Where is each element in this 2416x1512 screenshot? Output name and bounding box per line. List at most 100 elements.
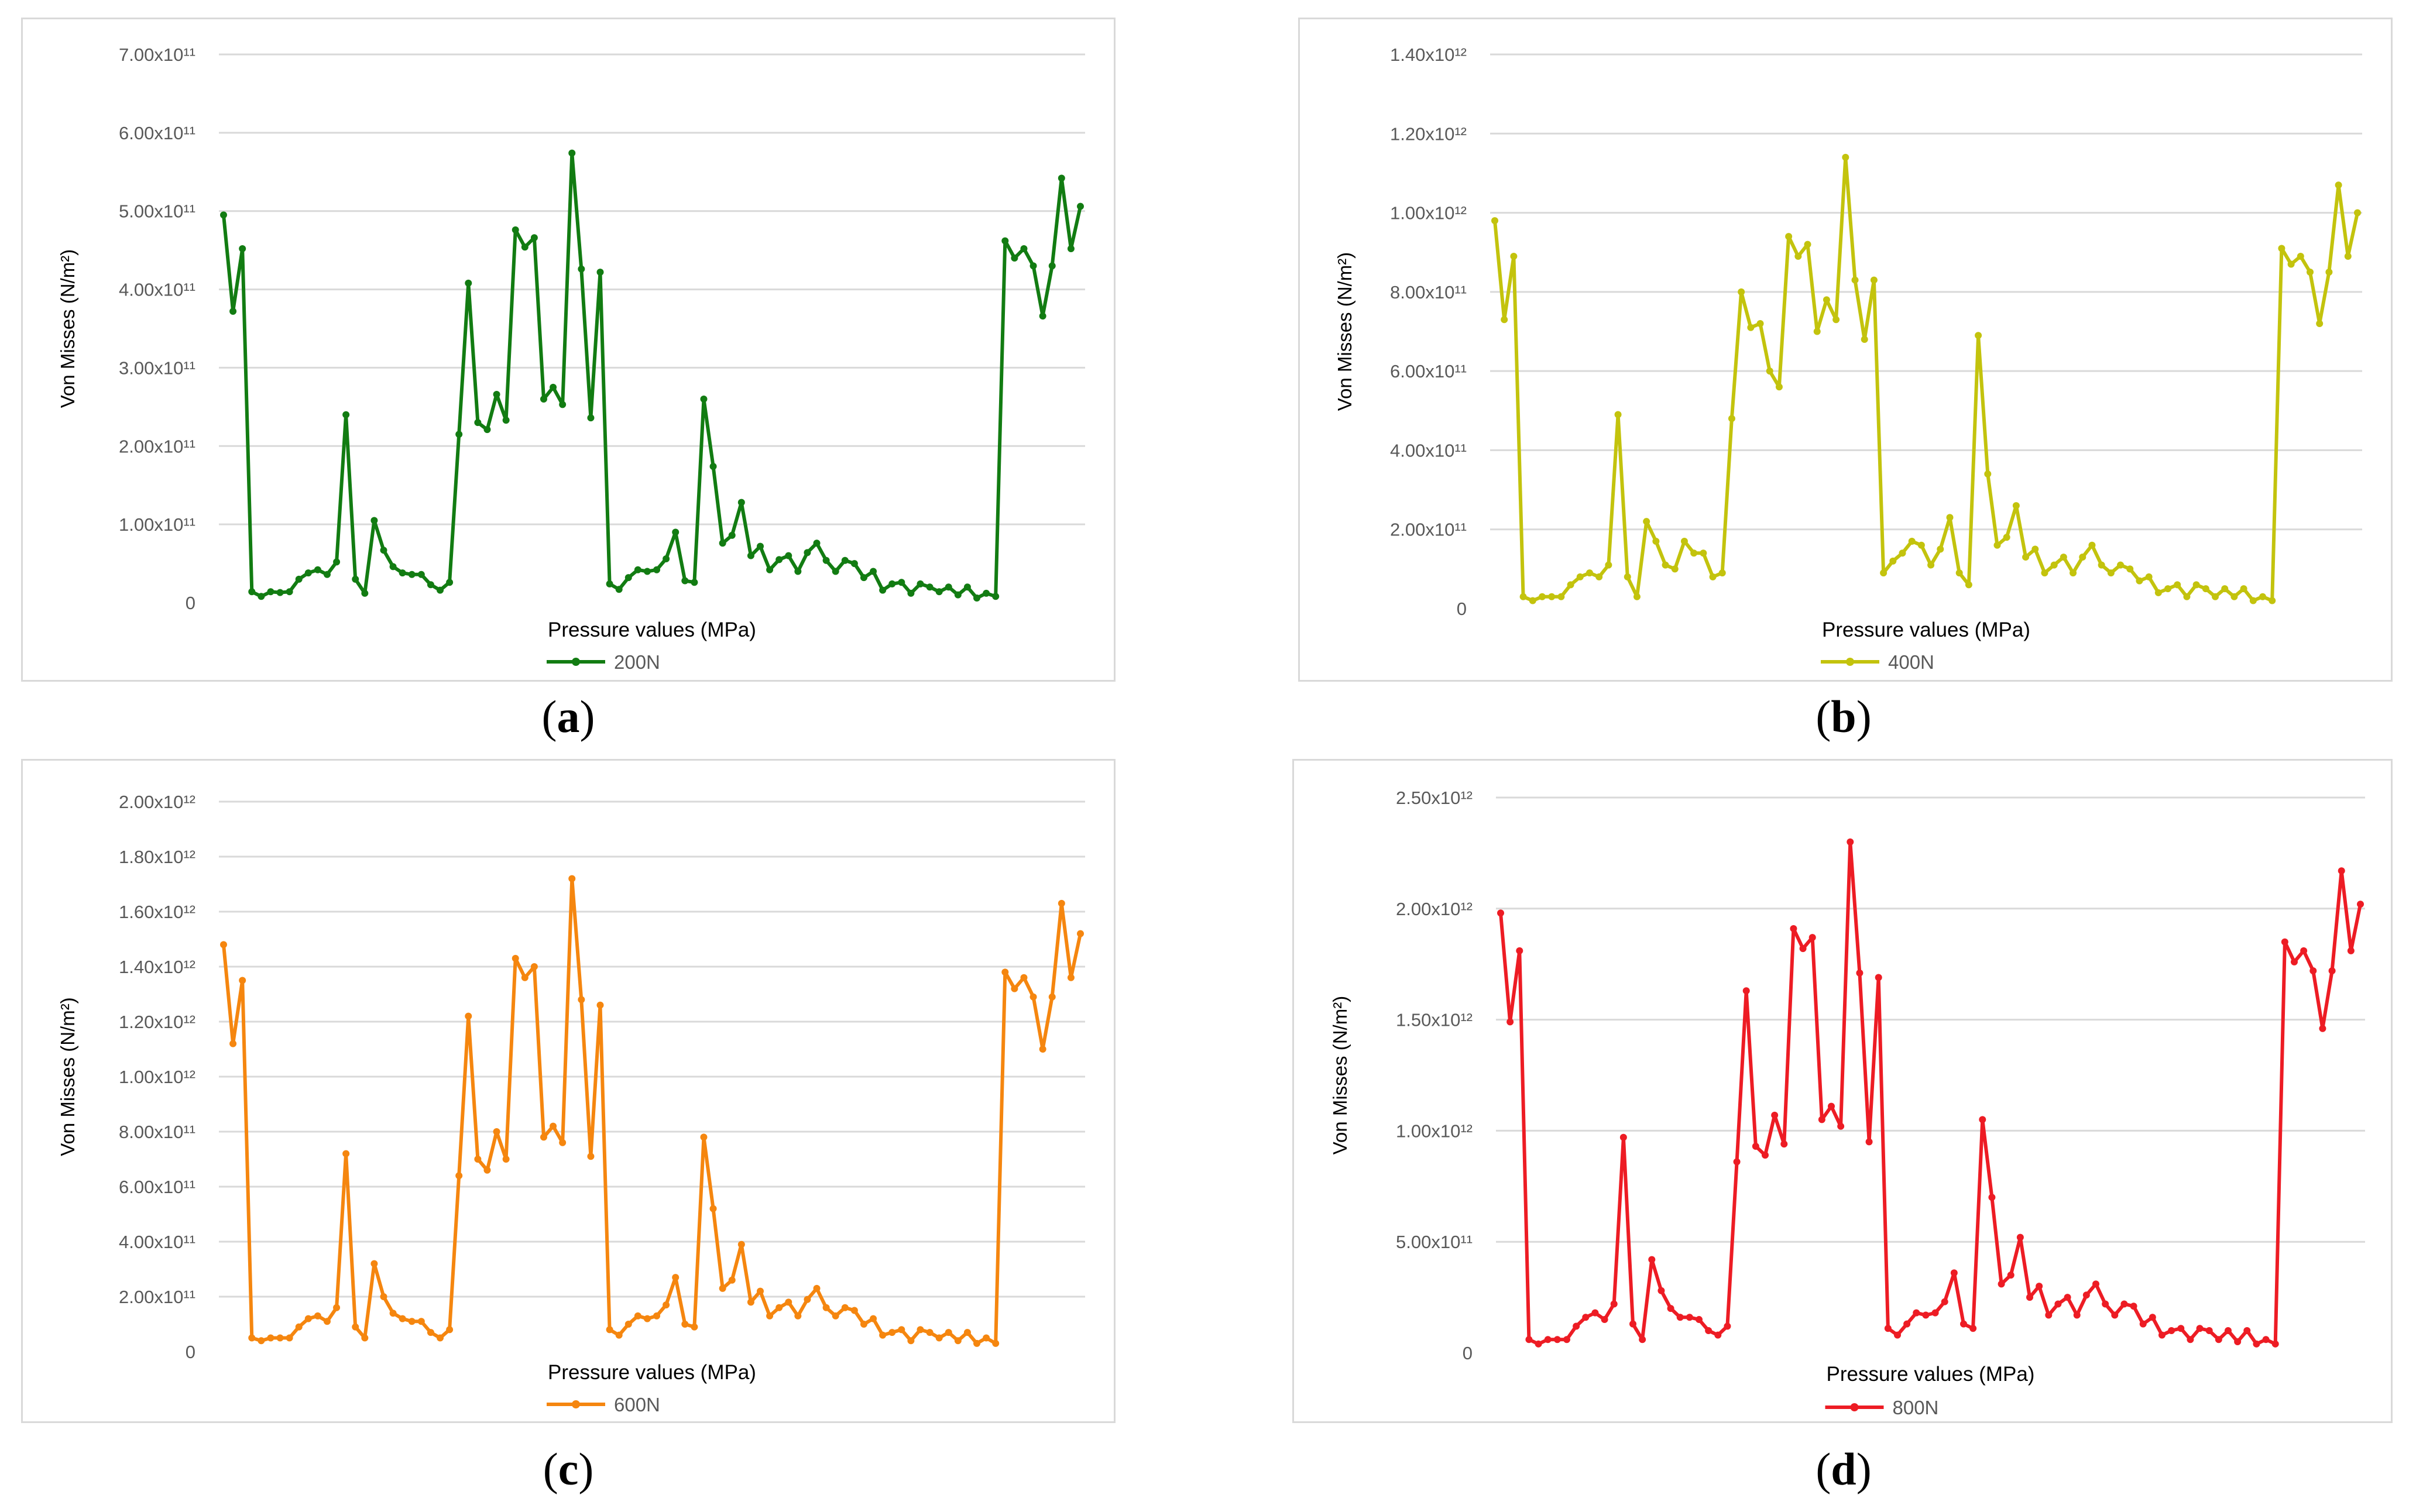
data-point — [1662, 561, 1669, 569]
data-point — [888, 580, 896, 587]
data-point — [1519, 593, 1527, 600]
data-point — [850, 560, 858, 568]
y-tick-label: 2.50x10¹² — [1396, 788, 1473, 808]
data-point — [1680, 538, 1688, 545]
data-point — [380, 547, 387, 554]
data-point — [1535, 1340, 1542, 1348]
data-point — [465, 1012, 472, 1020]
data-point — [1780, 1140, 1788, 1148]
data-point — [624, 574, 632, 582]
data-point — [2168, 1327, 2175, 1335]
legend-label: 200N — [614, 651, 660, 673]
data-point — [2064, 1294, 2071, 1301]
data-point — [304, 569, 312, 577]
data-point — [389, 563, 397, 571]
y-axis-title: Von Misses (N/m²) — [57, 997, 78, 1156]
data-point — [719, 539, 726, 547]
y-tick-label: 1.40x10¹² — [119, 957, 195, 977]
chart-panel-a: 0 1.00x10¹¹ 2.00x10¹¹ 3.00x10¹¹ 4.00x10¹¹ 5.0… — [21, 18, 1116, 682]
data-point — [2012, 502, 2020, 510]
data-point — [945, 583, 952, 591]
data-point — [766, 1312, 774, 1319]
y-tick-label: 8.00x10¹¹ — [1390, 282, 1467, 303]
data-point — [2319, 1025, 2326, 1032]
data-point — [1988, 1194, 1996, 1201]
data-point — [1671, 565, 1679, 573]
data-point — [1567, 581, 1574, 589]
data-point — [2154, 589, 2162, 596]
y-tick-label: 1.00x10¹² — [1390, 203, 1467, 224]
data-point — [1808, 934, 1816, 941]
data-point — [1937, 545, 1944, 553]
x-axis-title: Pressure values (MPa) — [548, 1361, 756, 1384]
data-point — [1766, 367, 1773, 375]
data-point — [295, 575, 303, 583]
data-point — [653, 1312, 661, 1319]
data-point — [2149, 1314, 2156, 1321]
data-point — [747, 1298, 754, 1306]
data-point — [1525, 1336, 1533, 1343]
data-point — [1813, 328, 1821, 335]
data-point — [1804, 240, 1811, 248]
data-point — [1714, 1331, 1722, 1339]
data-point — [323, 1318, 331, 1325]
data-point — [550, 383, 557, 391]
y-tick-label: 6.00x10¹¹ — [119, 123, 195, 143]
data-point — [963, 583, 971, 591]
data-point — [822, 556, 830, 564]
data-point — [437, 586, 444, 594]
data-point — [794, 568, 802, 575]
y-tick-label: 1.50x10¹² — [1396, 1010, 1473, 1030]
data-point — [568, 149, 576, 157]
data-point — [1667, 1305, 1674, 1312]
data-point — [917, 1326, 924, 1334]
data-point — [1686, 1314, 1693, 1321]
series-line — [1499, 840, 2362, 1346]
data-point — [1794, 252, 1802, 260]
y-axis-title: Von Misses (N/m²) — [1329, 996, 1351, 1154]
data-point — [775, 1304, 783, 1311]
data-point — [973, 1339, 981, 1347]
data-point — [2073, 1311, 2081, 1319]
data-point — [1516, 947, 1523, 954]
data-point — [474, 419, 482, 427]
data-point — [408, 1318, 416, 1325]
y-tick-label: 1.00x10¹¹ — [119, 514, 195, 535]
data-point — [1077, 930, 1084, 937]
data-point — [2187, 1336, 2194, 1343]
data-point — [643, 1315, 651, 1322]
series-line — [1493, 155, 2359, 603]
data-point — [352, 575, 359, 583]
data-point — [2102, 1300, 2109, 1308]
data-point — [2202, 585, 2209, 593]
data-point — [1048, 993, 1056, 1001]
y-tick-label: 4.00x10¹¹ — [119, 280, 195, 300]
data-point — [879, 1331, 887, 1339]
data-point — [935, 1334, 943, 1342]
data-point — [2335, 181, 2342, 189]
data-point — [361, 589, 369, 597]
data-point — [1738, 288, 1745, 295]
data-point — [2139, 1320, 2147, 1328]
data-point — [1913, 1309, 1920, 1317]
y-tick-label: 6.00x10¹¹ — [1390, 361, 1467, 382]
data-point — [954, 1337, 962, 1345]
data-point — [1601, 1316, 1608, 1324]
data-point — [1582, 1314, 1590, 1321]
data-point — [2205, 1327, 2213, 1335]
data-point — [286, 588, 293, 596]
data-point — [785, 552, 792, 559]
data-point — [2325, 269, 2333, 276]
data-point — [681, 577, 689, 585]
y-axis-title: Von Misses (N/m²) — [1334, 252, 1355, 411]
data-point — [1903, 1320, 1911, 1328]
data-point — [1563, 1336, 1570, 1343]
data-point — [1969, 1325, 1977, 1332]
y-tick-label: 1.00x10¹² — [119, 1067, 195, 1087]
data-point — [1048, 262, 1056, 270]
data-point — [2136, 577, 2143, 585]
data-point — [2291, 958, 2298, 965]
series-line — [222, 877, 1082, 1345]
data-point — [2111, 1311, 2119, 1319]
data-point — [1058, 899, 1065, 907]
